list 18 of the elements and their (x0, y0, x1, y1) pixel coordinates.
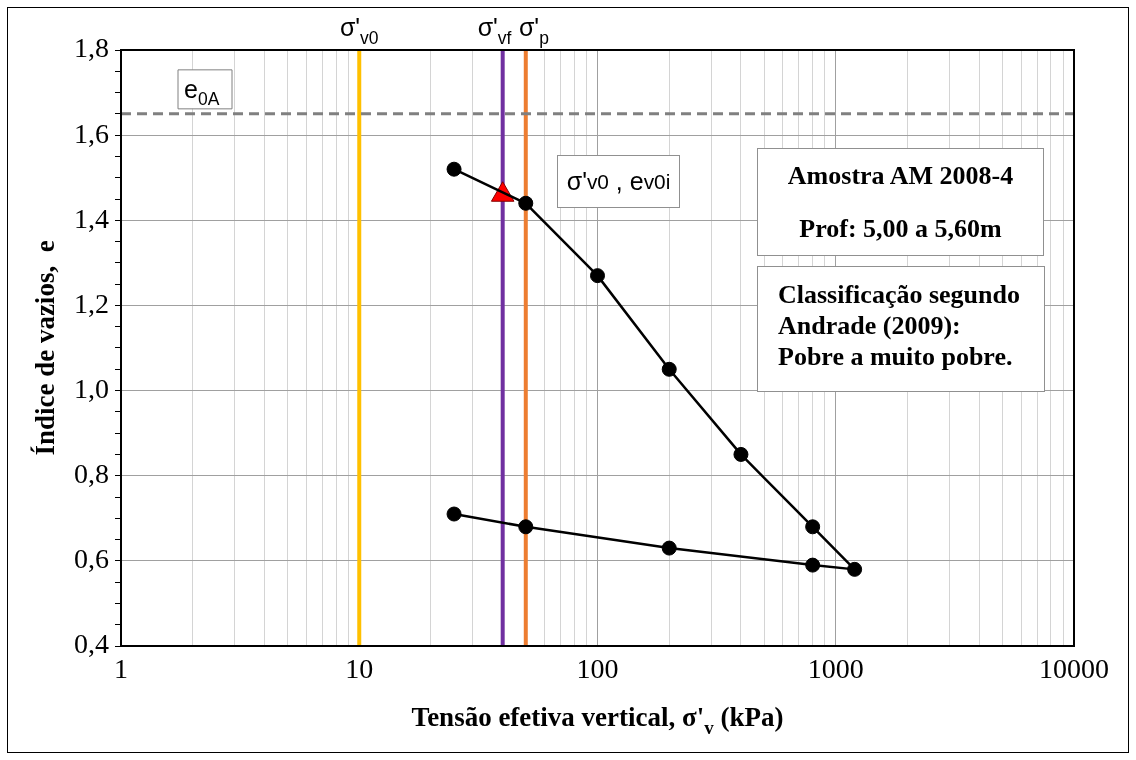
y-tick-label: 0,6 (74, 543, 109, 575)
y-tick-label: 1,0 (74, 372, 109, 404)
x-tick-label: 1000 (807, 653, 864, 685)
y-tick-label: 0,8 (74, 458, 109, 490)
x-tick-label: 10 (345, 653, 374, 685)
x-tick-label: 1 (114, 653, 128, 685)
y-tick-label: 1,2 (74, 287, 109, 319)
y-tick-label: 0,4 (74, 628, 109, 660)
y-axis-title: Índice de vazios, e (30, 240, 60, 456)
x-tick-label: 10000 (1039, 653, 1109, 685)
y-tick-label: 1,4 (74, 202, 109, 234)
annotation: Amostra AM 2008-4 (786, 160, 1015, 191)
annotation: Prof: 5,00 a 5,60m (798, 213, 1003, 244)
x-tick-label: 100 (576, 653, 619, 685)
note-box: Amostra AM 2008-4 Prof: 5,00 a 5,60m (757, 148, 1044, 256)
y-tick-label: 1,6 (74, 117, 109, 149)
y-tick-label: 1,8 (74, 32, 109, 64)
note-box: Classificação segundo Andrade (2009): Pobre a muito pobre. (757, 266, 1045, 392)
